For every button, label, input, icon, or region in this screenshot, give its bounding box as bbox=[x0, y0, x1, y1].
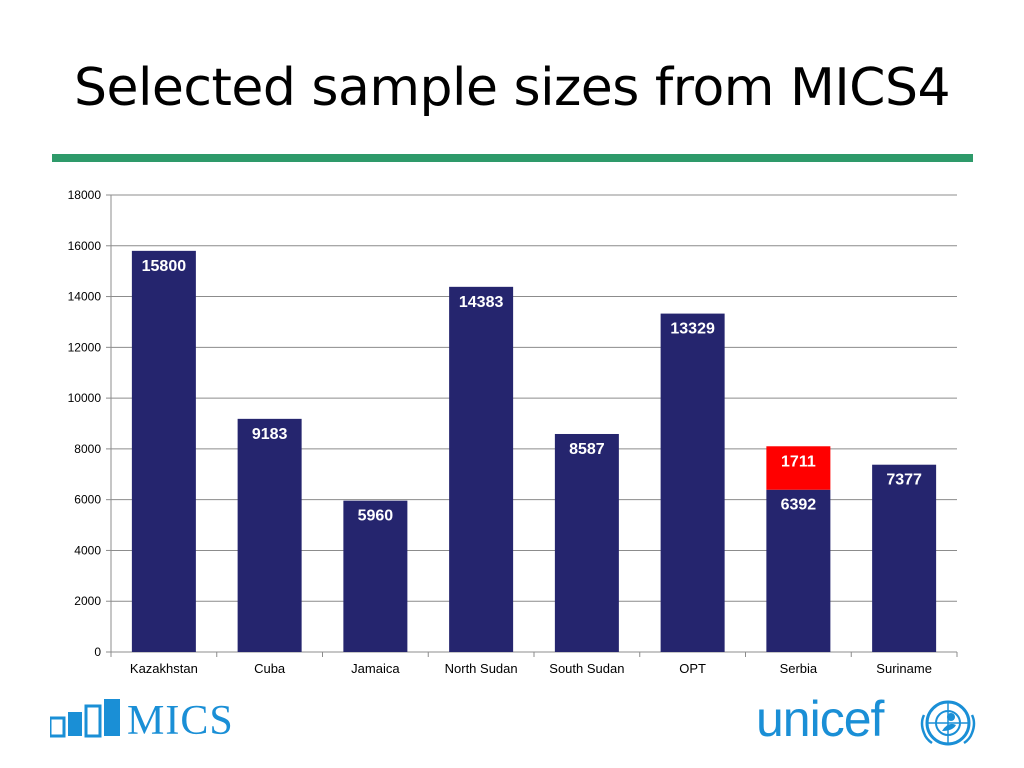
unicef-emblem-icon bbox=[920, 700, 976, 746]
bars bbox=[131, 250, 937, 652]
bar-value-label: 7377 bbox=[886, 472, 922, 489]
bar bbox=[554, 433, 619, 652]
bar-value-label: 6392 bbox=[781, 497, 817, 514]
y-tick-label: 14000 bbox=[68, 290, 102, 304]
bar-value-label: 9183 bbox=[252, 426, 288, 443]
y-tick-label: 4000 bbox=[74, 543, 101, 557]
bar-value-label: 13329 bbox=[670, 321, 715, 338]
y-tick-label: 2000 bbox=[74, 594, 101, 608]
x-tick-label: Suriname bbox=[876, 661, 932, 676]
y-tick-label: 6000 bbox=[74, 493, 101, 507]
bar-value-label: 8587 bbox=[569, 441, 605, 458]
x-tick-label: South Sudan bbox=[549, 661, 624, 676]
x-tick-label: Cuba bbox=[254, 661, 286, 676]
bar-value-label: 5960 bbox=[358, 508, 394, 525]
y-tick-label: 8000 bbox=[74, 442, 101, 456]
bar-value-label: 15800 bbox=[142, 258, 187, 275]
y-tick-label: 16000 bbox=[68, 239, 102, 253]
x-tick-label: North Sudan bbox=[445, 661, 518, 676]
bar bbox=[766, 489, 831, 652]
x-tick-label: Kazakhstan bbox=[130, 661, 198, 676]
mics-logo-text: MICS bbox=[127, 698, 234, 744]
unicef-logo-text: unicef bbox=[756, 691, 884, 747]
bar bbox=[131, 250, 196, 652]
y-tick-label: 12000 bbox=[68, 340, 102, 354]
x-tick-label: OPT bbox=[679, 661, 706, 676]
bar bbox=[766, 446, 831, 490]
y-tick-label: 0 bbox=[94, 645, 101, 659]
x-tick-label: Serbia bbox=[780, 661, 818, 676]
title-divider bbox=[52, 154, 973, 162]
bar bbox=[449, 286, 514, 652]
bar bbox=[237, 418, 302, 652]
bar-chart: 0 2000 4000 6000 8000 10000 12000 14000 16000 180… bbox=[68, 188, 958, 676]
bar-value-label: 1711 bbox=[781, 453, 816, 470]
data-labels: 15800 9183 5960 14383 8587 13329 6392 1711 7377 bbox=[142, 258, 922, 525]
y-tick-label: 18000 bbox=[68, 188, 102, 202]
y-tick-label: 10000 bbox=[68, 391, 102, 405]
bar bbox=[343, 500, 408, 652]
bar-value-label: 14383 bbox=[459, 294, 504, 311]
bar bbox=[660, 313, 725, 652]
slide-title: Selected sample sizes from MICS4 bbox=[73, 58, 951, 118]
x-tick-label: Jamaica bbox=[351, 661, 400, 676]
mics-logo-bars-icon bbox=[50, 699, 120, 738]
bar bbox=[872, 464, 937, 652]
